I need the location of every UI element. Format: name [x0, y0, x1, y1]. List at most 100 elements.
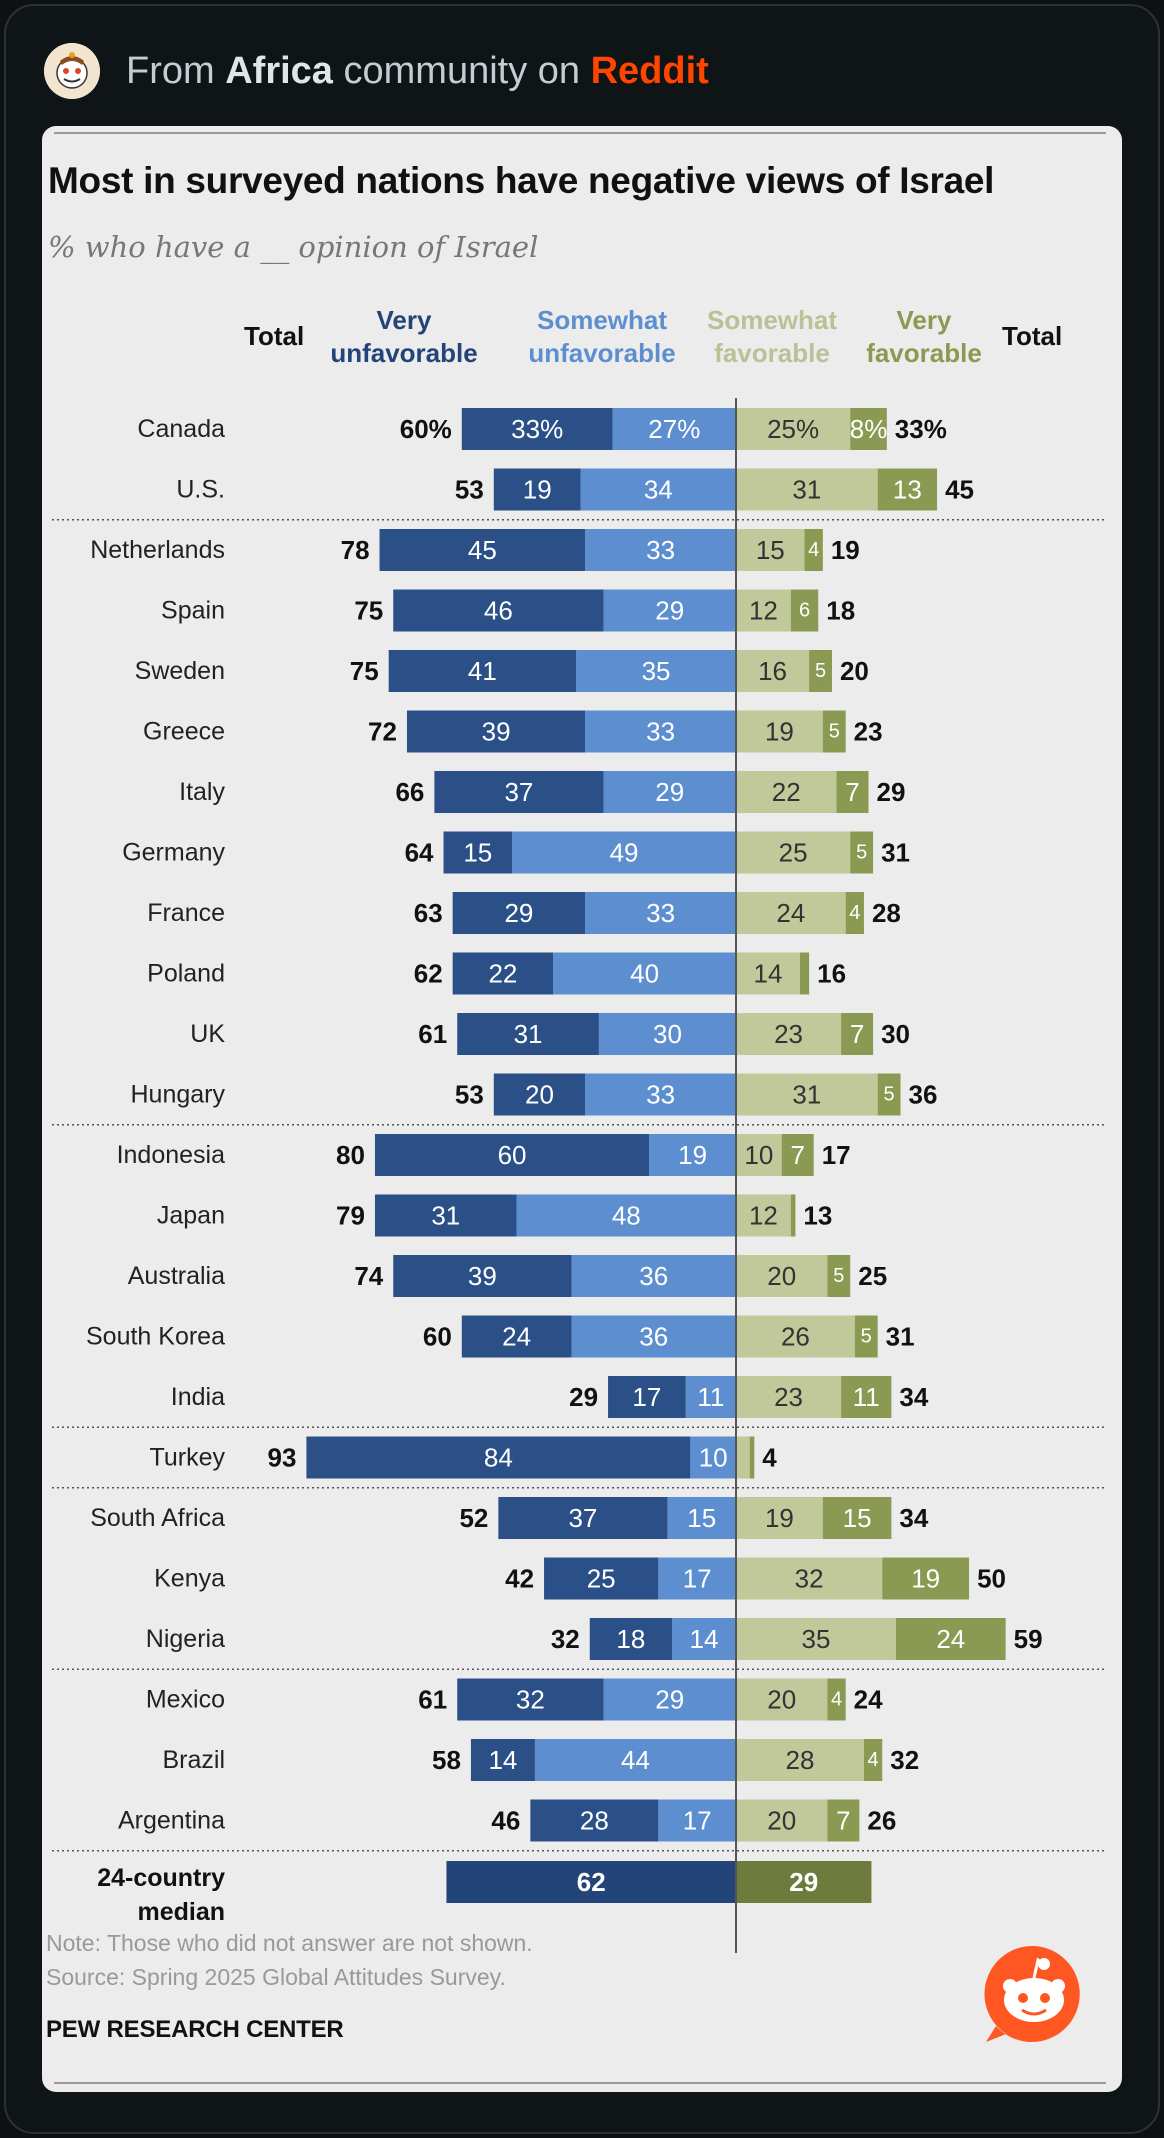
platform-name-link[interactable]: Reddit: [590, 49, 709, 92]
label-somewhat-favorable: 14: [754, 959, 783, 989]
label-somewhat-unfavorable: 17: [683, 1564, 712, 1594]
median-label-unfavorable: 62: [577, 1867, 606, 1897]
country-label: South Korea: [86, 1323, 225, 1351]
label-very-favorable: 5: [833, 1265, 844, 1287]
header-very-unfavorable: Very unfavorable: [324, 304, 484, 370]
bar-somewhat-favorable: [736, 1436, 750, 1479]
bar-somewhat-favorable: [736, 1618, 896, 1660]
bar-somewhat-favorable: [736, 589, 791, 632]
bar-very-favorable: [790, 1194, 796, 1237]
bar-very-unfavorable: [379, 529, 586, 571]
bar-somewhat-unfavorable: [516, 1194, 736, 1237]
label-somewhat-favorable: 12: [749, 1201, 778, 1231]
bar-somewhat-favorable: [736, 1073, 878, 1116]
community-header[interactable]: From Africa community on Reddit: [44, 40, 709, 102]
header-total-left: Total: [244, 321, 305, 351]
bar-somewhat-unfavorable: [672, 1618, 736, 1660]
country-label: Nigeria: [146, 1625, 225, 1653]
country-label: France: [147, 899, 225, 927]
total-unfavorable: 75: [350, 656, 379, 686]
label-very-unfavorable: 29: [504, 898, 533, 928]
header-somewhat-favorable: Somewhat favorable: [697, 304, 847, 370]
bar-somewhat-unfavorable: [585, 710, 736, 753]
label-somewhat-unfavorable: 27%: [648, 414, 700, 444]
bar-somewhat-favorable: [736, 1799, 828, 1842]
label-somewhat-unfavorable: 36: [639, 1261, 668, 1291]
label-very-unfavorable: 84: [484, 1443, 513, 1473]
bar-very-favorable: [799, 952, 810, 995]
label-somewhat-favorable: 20: [767, 1806, 796, 1836]
label-very-unfavorable: 25: [587, 1564, 616, 1594]
label-somewhat-favorable: 16: [758, 656, 787, 686]
label-very-favorable: 5: [829, 721, 840, 743]
label-somewhat-unfavorable: 17: [683, 1806, 712, 1836]
bar-very-unfavorable: [461, 1315, 572, 1358]
chart-title: Most in surveyed nations have negative v…: [48, 160, 995, 201]
country-label: Indonesia: [117, 1141, 226, 1169]
bar-somewhat-favorable: [736, 1255, 828, 1297]
label-very-unfavorable: 33%: [511, 414, 563, 444]
total-favorable: 18: [826, 596, 855, 626]
total-unfavorable: 79: [336, 1201, 365, 1231]
total-unfavorable: 46: [491, 1806, 520, 1836]
total-unfavorable: 74: [354, 1261, 383, 1291]
bar-very-favorable: [850, 408, 887, 450]
bar-somewhat-favorable: [736, 1376, 842, 1418]
header-total-right: Total: [1002, 321, 1063, 351]
bar-very-unfavorable: [493, 468, 581, 511]
bar-somewhat-favorable: [736, 771, 837, 813]
label-very-favorable: 4: [808, 539, 819, 561]
header-very-unfavorable-line2: unfavorable: [330, 338, 478, 368]
label-somewhat-favorable: 31: [792, 1080, 821, 1110]
bar-somewhat-favorable: [736, 1194, 791, 1237]
header-very-favorable-line2: favorable: [866, 338, 982, 368]
bar-somewhat-favorable: [736, 1315, 855, 1358]
header-somewhat-unfavorable: Somewhat unfavorable: [522, 304, 682, 370]
total-favorable: 4: [762, 1443, 777, 1473]
label-very-favorable: 6: [799, 600, 810, 622]
label-somewhat-unfavorable: 29: [655, 777, 684, 807]
label-very-unfavorable: 15: [463, 838, 492, 868]
bar-very-favorable: [827, 1255, 851, 1297]
label-somewhat-favorable: 20: [767, 1261, 796, 1291]
country-label: Spain: [161, 597, 225, 625]
bar-very-unfavorable: [393, 1255, 572, 1297]
bar-somewhat-favorable: [736, 1134, 782, 1176]
community-name-link[interactable]: Africa: [225, 49, 333, 92]
bar-very-favorable: [822, 1497, 892, 1539]
bar-somewhat-unfavorable: [571, 1315, 736, 1358]
median-bar-unfavorable: [446, 1861, 736, 1903]
total-unfavorable: 63: [414, 898, 443, 928]
label-somewhat-unfavorable: 15: [687, 1503, 716, 1533]
label-somewhat-favorable: 35: [802, 1624, 831, 1654]
label-very-unfavorable: 18: [616, 1624, 645, 1654]
bar-somewhat-favorable: [736, 1678, 828, 1721]
bar-very-unfavorable: [457, 1678, 604, 1721]
bar-somewhat-unfavorable: [571, 1255, 736, 1297]
label-very-favorable: 24: [936, 1624, 965, 1654]
footer-note: Note: Those who did not answer are not s…: [46, 1930, 533, 1956]
total-favorable: 34: [899, 1382, 928, 1412]
bar-somewhat-favorable: [736, 952, 800, 995]
country-label: Australia: [128, 1262, 225, 1290]
total-favorable: 30: [881, 1019, 910, 1049]
footer-source: Source: Spring 2025 Global Attitudes Sur…: [46, 1964, 506, 1990]
label-very-favorable: 15: [843, 1503, 872, 1533]
header-middle: community on: [343, 49, 581, 92]
top-rule: [54, 132, 1106, 134]
bar-very-favorable: [854, 1315, 878, 1358]
label-somewhat-favorable: 25: [779, 838, 808, 868]
total-favorable: 20: [840, 656, 869, 686]
bar-somewhat-unfavorable: [667, 1497, 736, 1539]
bar-somewhat-favorable: [736, 892, 846, 934]
bar-somewhat-unfavorable: [598, 1013, 736, 1055]
label-very-favorable: 4: [849, 902, 860, 924]
total-favorable: 45: [945, 475, 974, 505]
total-unfavorable: 80: [336, 1140, 365, 1170]
label-very-favorable: 5: [815, 660, 826, 682]
bar-somewhat-unfavorable: [603, 771, 736, 813]
country-label: UK: [190, 1020, 225, 1048]
community-avatar[interactable]: [44, 43, 100, 99]
label-somewhat-favorable: 20: [767, 1685, 796, 1715]
header-somewhat-unfavorable-line2: unfavorable: [528, 338, 676, 368]
